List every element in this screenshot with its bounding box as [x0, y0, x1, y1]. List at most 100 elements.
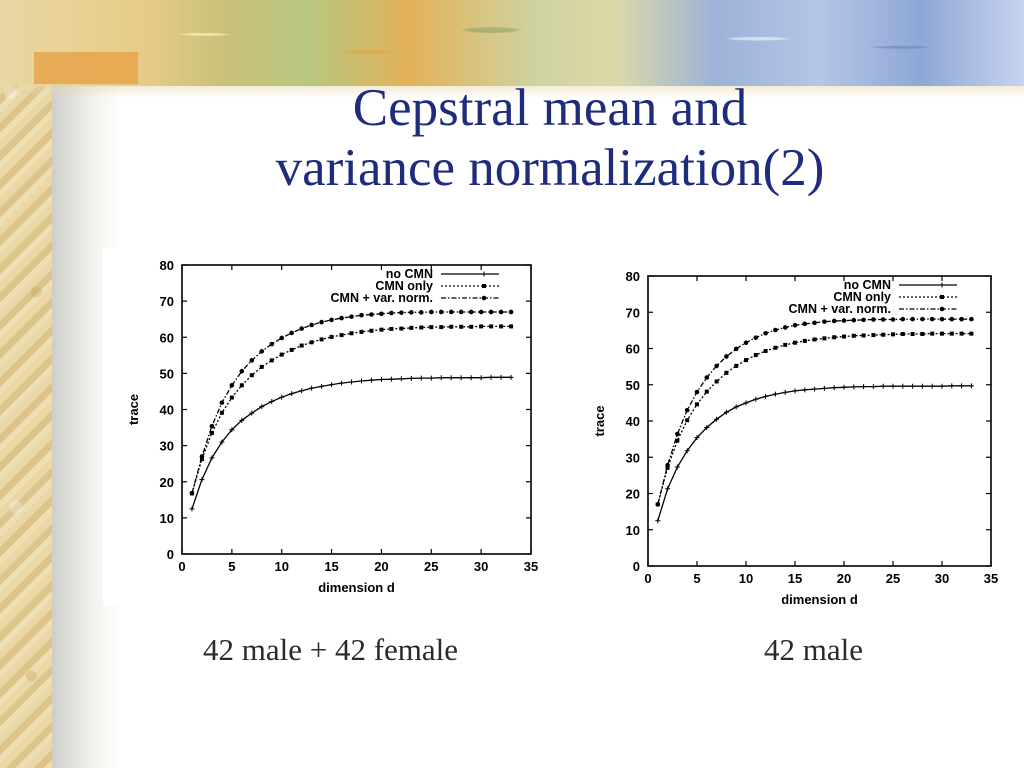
- data-point: [429, 325, 434, 330]
- data-point: [939, 383, 945, 389]
- legend-label: no CMN: [844, 278, 891, 292]
- legend-marker: [482, 284, 486, 288]
- data-point: [822, 319, 827, 324]
- data-point: [793, 340, 797, 345]
- data-point: [289, 347, 294, 352]
- data-point: [219, 439, 225, 445]
- data-point: [329, 317, 334, 323]
- data-point: [920, 332, 925, 336]
- data-point: [239, 368, 245, 374]
- data-point: [489, 324, 494, 329]
- data-point: [841, 384, 847, 390]
- data-point: [753, 353, 758, 358]
- data-point: [289, 330, 294, 336]
- data-point: [399, 310, 404, 315]
- data-point: [219, 400, 225, 405]
- y-tick-label: 40: [626, 414, 640, 429]
- data-point: [319, 337, 324, 342]
- x-tick-label: 10: [739, 571, 753, 586]
- data-point: [279, 335, 285, 341]
- data-point: [744, 358, 748, 363]
- data-point: [478, 375, 484, 381]
- data-point: [743, 340, 749, 345]
- data-point: [309, 385, 315, 391]
- y-axis-label: trace: [126, 394, 141, 425]
- x-tick-label: 20: [374, 559, 388, 574]
- x-tick-label: 0: [644, 571, 651, 586]
- data-point: [418, 375, 424, 381]
- data-point: [359, 329, 364, 334]
- data-point: [910, 383, 916, 389]
- series-line-2: [191, 325, 512, 494]
- data-point: [249, 410, 255, 416]
- data-point: [329, 382, 335, 388]
- data-point: [871, 317, 876, 322]
- data-point: [812, 320, 817, 326]
- y-tick-label: 0: [633, 559, 640, 574]
- x-tick-label: 35: [524, 559, 538, 574]
- data-point: [842, 334, 846, 339]
- data-point: [269, 341, 275, 347]
- data-point: [812, 337, 817, 342]
- data-point: [439, 325, 444, 330]
- series-line-3: [657, 318, 972, 505]
- data-point: [822, 336, 827, 341]
- data-point: [408, 375, 414, 381]
- data-point: [802, 338, 807, 343]
- data-point: [959, 316, 964, 322]
- data-point: [919, 383, 925, 389]
- data-point: [339, 333, 344, 338]
- data-point: [478, 309, 484, 315]
- data-point: [419, 310, 424, 315]
- data-point: [940, 331, 944, 336]
- data-point: [498, 374, 504, 380]
- y-tick-label: 40: [160, 403, 174, 418]
- x-tick-label: 15: [324, 559, 338, 574]
- data-point: [920, 316, 925, 322]
- data-point: [714, 379, 719, 384]
- data-point: [349, 379, 355, 385]
- data-point: [949, 331, 954, 336]
- data-point: [969, 316, 974, 322]
- data-point: [655, 502, 661, 507]
- data-point: [714, 363, 719, 369]
- data-point: [509, 324, 514, 329]
- data-point: [939, 316, 945, 322]
- y-tick-label: 80: [160, 258, 174, 273]
- data-point: [458, 309, 464, 315]
- data-point: [409, 325, 414, 330]
- data-point: [259, 349, 265, 354]
- data-point: [959, 383, 965, 389]
- data-point: [309, 340, 314, 345]
- data-point: [695, 402, 699, 407]
- data-point: [753, 335, 759, 340]
- x-tick-label: 10: [274, 559, 288, 574]
- data-point: [229, 382, 235, 388]
- data-point: [419, 325, 424, 330]
- data-point: [349, 331, 354, 336]
- data-point: [239, 417, 245, 423]
- data-point: [368, 377, 374, 383]
- y-tick-label: 20: [626, 487, 640, 502]
- chart-left-svg: 0 5 10 15 20 25 30 35 0 10 20 30 40 50 60 70 80 dimension…: [126, 258, 538, 595]
- data-point: [694, 389, 700, 395]
- x-tick-label: 35: [984, 571, 998, 586]
- x-axis-label: dimension d: [318, 580, 395, 595]
- data-point: [299, 343, 304, 348]
- data-point: [229, 395, 234, 400]
- data-point: [249, 373, 254, 378]
- top-accent-bar: [34, 52, 138, 84]
- slide-title-line-1: Cepstral mean and: [352, 79, 748, 137]
- data-point: [389, 326, 394, 331]
- data-point: [870, 384, 876, 390]
- data-point: [900, 383, 906, 389]
- data-point: [359, 312, 364, 318]
- data-point: [871, 333, 876, 338]
- data-point: [259, 404, 265, 410]
- x-tick-label: 20: [837, 571, 851, 586]
- data-point: [189, 506, 195, 512]
- plot-frame: [647, 275, 992, 567]
- top-banner-fade: [0, 86, 1024, 98]
- data-point: [733, 404, 739, 410]
- data-point: [724, 370, 729, 375]
